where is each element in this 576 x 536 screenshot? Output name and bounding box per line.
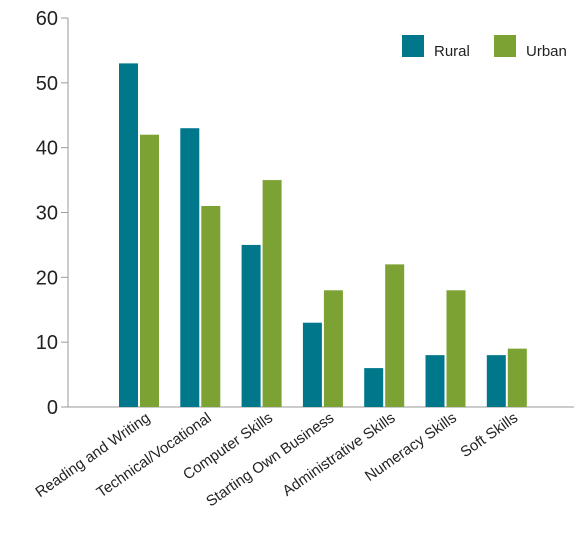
x-tick-label: Technical/Vocational: [93, 409, 214, 501]
y-tick-label: 50: [36, 73, 58, 95]
bar-urban: [262, 180, 282, 407]
legend-label-rural: Rural: [434, 43, 470, 60]
bar-urban: [507, 348, 527, 407]
y-tick-label: 20: [36, 267, 58, 289]
bar-rural: [241, 244, 261, 407]
bar-urban: [323, 290, 343, 407]
legend-label-urban: Urban: [526, 43, 567, 60]
bar-rural: [180, 128, 200, 407]
y-ticks: 0 10 20 30 40 50 60: [36, 8, 68, 419]
legend-swatch-urban: [494, 35, 516, 57]
bar-rural: [425, 355, 445, 407]
bar-rural: [302, 322, 322, 407]
x-tick-label: Administrative Skills: [279, 409, 398, 499]
bar-rural: [364, 368, 384, 407]
bar-rural: [119, 63, 138, 408]
y-tick-label: 30: [36, 203, 58, 225]
y-tick-label: 60: [36, 8, 58, 30]
bar-urban: [140, 134, 159, 407]
legend-swatch-rural: [402, 35, 424, 57]
y-tick-label: 10: [36, 332, 58, 354]
x-labels: Reading and WritingTechnical/VocationalC…: [32, 409, 521, 510]
y-tick-label: 40: [36, 138, 58, 160]
bar-urban: [201, 206, 221, 407]
x-tick-label: Soft Skills: [457, 409, 521, 461]
legend: Rural Urban: [402, 35, 567, 60]
y-tick-label: 0: [47, 397, 58, 419]
bar-urban: [446, 290, 466, 407]
bar-urban: [385, 264, 405, 407]
bar-rural: [486, 355, 506, 407]
bars: [119, 63, 527, 408]
